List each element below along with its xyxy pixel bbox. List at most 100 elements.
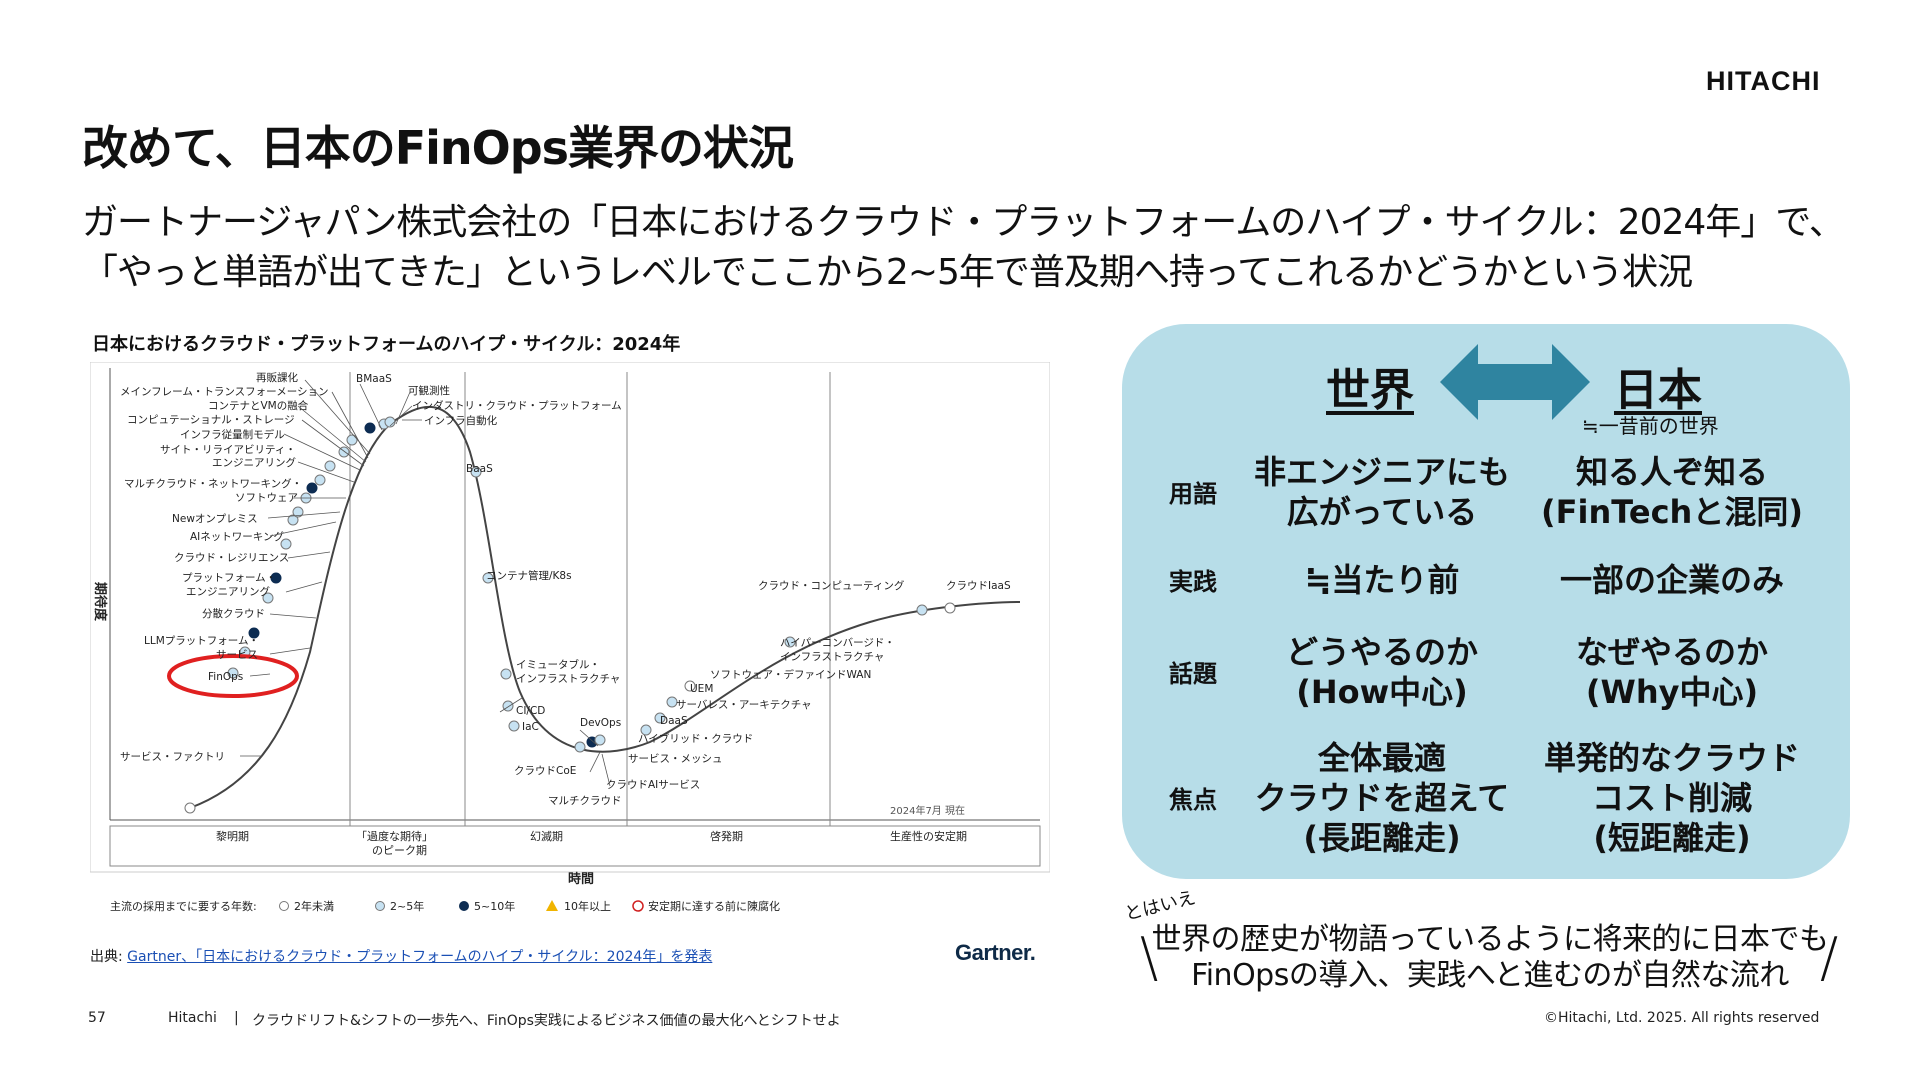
note-line-2: FinOpsの導入、実践へと進むのが自然な流れ [1191, 958, 1789, 993]
label-distributed-cloud: 分散クラウド [202, 607, 265, 620]
label-finops: FinOps [208, 671, 243, 683]
label-sdwan: ソフトウェア・デファインドWAN [710, 668, 871, 681]
label-baas: BaaS [466, 463, 493, 475]
label-cloud-iaas: クラウドIaaS [946, 580, 1011, 592]
cell-line: 非エンジニアにも [1253, 453, 1510, 491]
row-label-topic: 話題 [1169, 660, 1217, 688]
label-multicloud: マルチクラウド [548, 795, 622, 807]
label-multicloud-net-1: マルチクラウド・ネットワーキング・ [124, 477, 302, 490]
label-hybrid-cloud: ハイブリッド・クラウド [638, 732, 753, 745]
label-hyperconverged-1: ハイパーコンバージド・ [780, 637, 895, 649]
technology-marker [384, 416, 396, 428]
technology-marker [292, 506, 304, 518]
phase-trough: 幻滅期 [530, 830, 563, 843]
technology-marker [280, 538, 292, 550]
legend-obsolete-icon [632, 900, 644, 912]
label-cicd: CI/CD [516, 705, 545, 717]
technology-marker [227, 667, 239, 679]
label-multicloud-net-2: ソフトウェア [235, 492, 298, 504]
technology-marker [508, 720, 520, 732]
legend-10plus: 10年以上 [564, 899, 611, 913]
cell-line: 単発的なクラウド [1543, 739, 1800, 777]
label-sre-2: エンジニアリング [212, 456, 296, 469]
label-infra-automation: インフラ自動化 [424, 414, 498, 427]
cell-line: (FinTechと混同) [1541, 493, 1803, 531]
cell-line: (短距離走) [1593, 819, 1751, 857]
technology-marker [574, 741, 586, 753]
technology-marker [500, 668, 512, 680]
y-axis-label: 期待度 [92, 582, 108, 622]
subtitle-line-2: 「やっと単語が出てきた」というレベルでここから2~5年で普及期へ持ってこれるかど… [82, 252, 1693, 293]
note-lead: とはいえ [1122, 887, 1198, 926]
technology-marker [470, 466, 482, 478]
row-label-practice: 実践 [1169, 568, 1217, 596]
hype-curve [189, 405, 1021, 809]
cell-japan-topic: なぜやるのか (Why中心) [1522, 632, 1822, 712]
label-serverless: サーバレス・アーキテクチャ [676, 699, 812, 711]
row-label-terms: 用語 [1169, 480, 1217, 508]
label-llm-platform-2: サービス [216, 649, 258, 661]
page-subtitle: ガートナージャパン株式会社の「日本におけるクラウド・プラットフォームのハイプ・サ… [82, 198, 1845, 298]
label-cloud-ai: クラウドAIサービス [606, 779, 700, 791]
label-infra-model: インフラ従量制モデル [180, 428, 285, 441]
source-prefix: 出典: [90, 949, 128, 965]
footer-tagline: クラウドリフト&シフトの一歩先へ、FinOps実践によるビジネス価値の最大化へと… [252, 1013, 841, 1029]
label-daas: DaaS [660, 715, 688, 727]
heading-world: 世界 [1326, 365, 1414, 416]
legend-obsolete: 安定期に達する前に陳腐化 [648, 899, 780, 913]
label-cloud-coe: クラウドCoE [514, 765, 576, 777]
cell-line: なぜやるのか [1575, 633, 1768, 671]
double-arrow-icon [1440, 344, 1590, 420]
note-slash-right: / [1820, 926, 1839, 989]
page-number: 57 [88, 1010, 106, 1026]
technology-marker [684, 680, 696, 692]
cell-world-practice: ≒当たり前 [1232, 560, 1532, 600]
technology-marker [324, 460, 336, 472]
label-iac: IaC [522, 721, 539, 733]
subtitle-line-1: ガートナージャパン株式会社の「日本におけるクラウド・プラットフォームのハイプ・サ… [82, 202, 1845, 243]
cell-world-topic: どうやるのか (How中心) [1232, 632, 1532, 712]
source-link[interactable]: Gartner、「日本におけるクラウド・プラットフォームのハイプ・サイクル：20… [127, 949, 713, 965]
label-devops: DevOps [580, 717, 621, 729]
technology-marker [262, 592, 274, 604]
label-immutable-1: イミュータブル・ [516, 658, 600, 671]
label-service-mesh: サービス・メッシュ [628, 753, 723, 765]
label-immutable-2: インフラストラクチャ [516, 673, 620, 685]
cell-line: 全体最適 [1317, 739, 1446, 777]
technology-marker [184, 802, 196, 814]
cell-line: (Why中心) [1585, 673, 1759, 711]
technology-marker [248, 627, 260, 639]
label-new-onprem: Newオンプレミス [172, 513, 258, 525]
note-line-1: 世界の歴史が物語っているように将来的に日本でも [1151, 922, 1830, 957]
label-cloud-resilience: クラウド・レジリエンス [174, 552, 289, 564]
label-ai-networking: AIネットワーキング [190, 530, 284, 543]
cell-line: ≒当たり前 [1304, 561, 1460, 599]
label-hyperconverged-2: インフラストラクチャ [780, 651, 884, 663]
comparison-panel [1122, 324, 1850, 879]
legend-prefix: 主流の採用までに要する年数: [110, 899, 257, 913]
technology-marker [346, 434, 358, 446]
legend-2-5: 2~5年 [390, 899, 424, 913]
technology-marker [916, 604, 928, 616]
legend-lt2: 2年未満 [294, 899, 334, 913]
technology-marker [314, 474, 326, 486]
technology-marker [944, 602, 956, 614]
footer-copyright: ©Hitachi, Ltd. 2025. All rights reserved [1544, 1010, 1820, 1026]
leader-lines [240, 379, 611, 787]
label-platform-eng-2: エンジニアリング [186, 585, 270, 598]
cell-line: クラウドを超えて [1254, 779, 1510, 817]
row-label-focus: 焦点 [1169, 786, 1217, 814]
heading-japan: 日本 [1614, 365, 1702, 416]
footer-brand: Hitachi [168, 1010, 217, 1026]
gartner-logo: Gartner. [955, 940, 1036, 965]
legend-dot-5-10 [459, 901, 469, 911]
cell-line: 知る人ぞ知る [1575, 453, 1768, 491]
legend-dot-2-5 [375, 901, 385, 911]
label-computational-storage: コンピュテーショナル・ストレージ [127, 414, 295, 426]
technology-marker [784, 636, 796, 648]
phase-peak-1: 「過度な期待」 [356, 829, 433, 843]
cell-line: (How中心) [1296, 673, 1468, 711]
technology-marker [287, 514, 299, 526]
technology-marker [640, 724, 652, 736]
label-uem: UEM [690, 683, 713, 695]
